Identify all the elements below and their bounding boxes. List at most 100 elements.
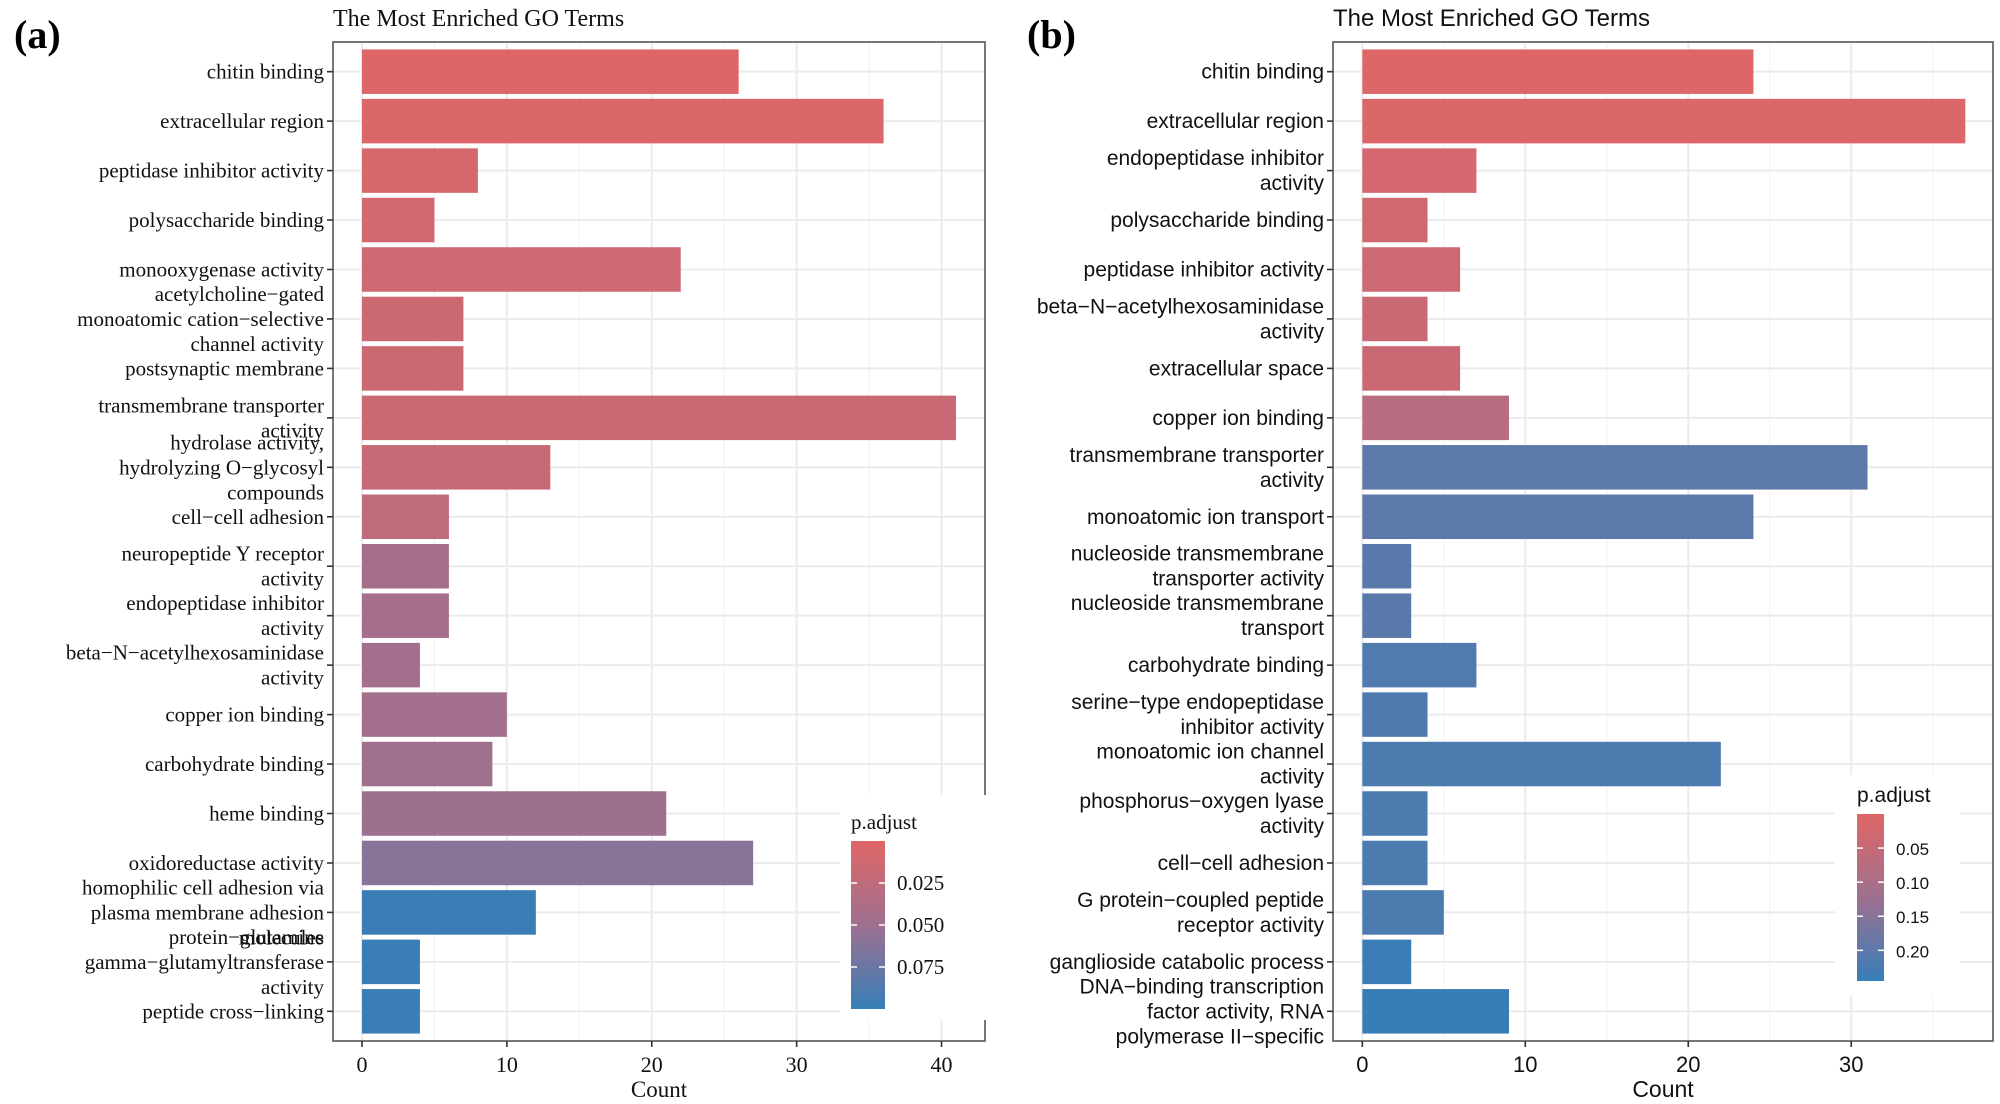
y-tick-label: inhibitor activity [1180, 716, 1324, 739]
bar [1362, 840, 1428, 886]
y-tick-label: ganglioside catabolic process [1050, 951, 1324, 974]
y-tick-label: polymerase II−specific [1116, 1025, 1324, 1048]
y-tick-label: channel activity [190, 332, 324, 356]
bar [1362, 445, 1868, 490]
y-tick-label: serine−type endopeptidase [1071, 691, 1324, 714]
y-tick-label: beta−N−acetylhexosaminidase [66, 641, 324, 665]
bar [1362, 989, 1509, 1034]
colorbar-tick-label: 0.05 [1896, 840, 1929, 859]
colorbar-tick-label: 0.075 [897, 955, 944, 979]
y-tick-label: monoatomic ion transport [1087, 506, 1324, 529]
y-tick-label: activity [261, 975, 324, 999]
colorbar-tick-label: 0.20 [1896, 942, 1929, 961]
y-tick-label: cell−cell adhesion [1158, 852, 1324, 875]
y-tick-label: transporter activity [1152, 568, 1324, 591]
bar [361, 49, 739, 94]
x-tick-label: 30 [786, 1052, 808, 1077]
x-tick-label: 40 [931, 1052, 953, 1077]
bar [1362, 593, 1412, 638]
x-tick-label: 20 [1676, 1052, 1700, 1077]
bar [361, 642, 420, 688]
bar [361, 989, 420, 1034]
y-tick-label: transport [1241, 617, 1324, 640]
y-tick-label: hydrolase activity, [170, 430, 324, 454]
y-tick-label: nucleoside transmembrane [1071, 543, 1324, 566]
x-tick-label: 20 [641, 1052, 663, 1077]
y-tick-label: peptide cross−linking [142, 999, 324, 1023]
bar [1362, 692, 1428, 737]
bar [361, 445, 551, 490]
bar [1362, 741, 1721, 787]
y-tick-label: activity [1260, 320, 1325, 343]
y-tick-label: transmembrane transporter [1070, 444, 1324, 467]
colorbar-tick-label: 0.050 [897, 913, 944, 937]
y-tick-label: activity [1260, 469, 1325, 492]
panel-a-bars [361, 49, 957, 1034]
x-tick-label: 30 [1839, 1052, 1863, 1077]
y-tick-label: transmembrane transporter [98, 393, 324, 417]
bar [1362, 49, 1754, 94]
y-tick-label: peptidase inhibitor activity [99, 159, 325, 183]
y-tick-label: receptor activity [1177, 914, 1325, 937]
y-tick-label: copper ion binding [165, 703, 324, 727]
y-tick-label: peptidase inhibitor activity [1084, 258, 1325, 281]
x-tick-label: 0 [1356, 1052, 1368, 1077]
y-tick-label: plasma membrane adhesion [91, 900, 325, 924]
bar [361, 840, 754, 886]
y-tick-label: endopeptidase inhibitor [1107, 147, 1324, 170]
y-tick-label: chitin binding [207, 60, 325, 84]
panel-a-legend-title: p.adjust [851, 810, 917, 834]
colorbar-tick-label: 0.10 [1896, 874, 1929, 893]
bar [1362, 296, 1428, 342]
panel-a-y-axis: chitin binding extracellular region peptid… [66, 60, 333, 1023]
y-tick-label: G protein−coupled peptide [1077, 889, 1324, 912]
bar [361, 692, 507, 737]
bar [1362, 346, 1461, 391]
y-tick-label: activity [1260, 766, 1325, 789]
y-tick-label: activity [261, 616, 324, 640]
y-tick-label: homophilic cell adhesion via [82, 875, 325, 899]
bar [361, 741, 493, 787]
y-tick-label: factor activity, RNA [1147, 1000, 1324, 1023]
panel-a-title: The Most Enriched GO Terms [333, 6, 624, 32]
bar [361, 148, 478, 193]
x-tick-label: 10 [1513, 1052, 1537, 1077]
y-tick-label: polysaccharide binding [1110, 209, 1324, 232]
y-tick-label: DNA−binding transcription [1079, 975, 1324, 998]
y-tick-label: copper ion binding [1152, 407, 1324, 430]
y-tick-label: neuropeptide Y receptor [121, 542, 324, 566]
panel-b-bars [1362, 49, 1966, 1034]
panel-b-frame [1332, 41, 1994, 1042]
panel-b-y-axis: chitin binding extracellular region endope… [1037, 61, 1333, 1048]
bar [1362, 791, 1428, 836]
panel-b-x-axis-title: Count [1632, 1076, 1694, 1102]
y-tick-label: chitin binding [1201, 61, 1324, 84]
bar [361, 98, 884, 144]
bar [1362, 642, 1477, 688]
y-tick-label: activity [261, 418, 324, 442]
y-tick-label: molecules [239, 925, 324, 949]
bar [361, 939, 420, 985]
y-tick-label: carbohydrate binding [1128, 654, 1324, 677]
panel-a-x-axis-title: Count [631, 1077, 688, 1102]
panel-b-title: The Most Enriched GO Terms [1333, 5, 1650, 32]
y-tick-label: oxidoreductase activity [129, 851, 325, 875]
bar [361, 543, 449, 589]
y-tick-label: protein−glutamine [169, 925, 324, 949]
y-tick-label: gamma−glutamyltransferase [85, 950, 324, 974]
y-tick-label: monoatomic cation−selective [77, 307, 324, 331]
bar [361, 296, 464, 342]
panel-b: (b) The Most Enriched GO Terms chitin bi… [1027, 5, 1994, 1102]
y-tick-label: polysaccharide binding [129, 208, 325, 232]
bar [1362, 197, 1428, 243]
panel-a-label: (a) [14, 12, 61, 57]
y-tick-label: cell−cell adhesion [172, 505, 325, 529]
y-tick-label: postsynaptic membrane [125, 356, 324, 380]
y-tick-label: activity [261, 666, 324, 690]
y-tick-label: carbohydrate binding [145, 752, 325, 776]
y-tick-label: monoatomic ion channel [1096, 741, 1324, 764]
bar [1362, 543, 1412, 589]
y-tick-label: phosphorus−oxygen lyase [1079, 790, 1324, 813]
panel-a-x-axis: 0 10 20 30 40 [356, 1041, 953, 1077]
